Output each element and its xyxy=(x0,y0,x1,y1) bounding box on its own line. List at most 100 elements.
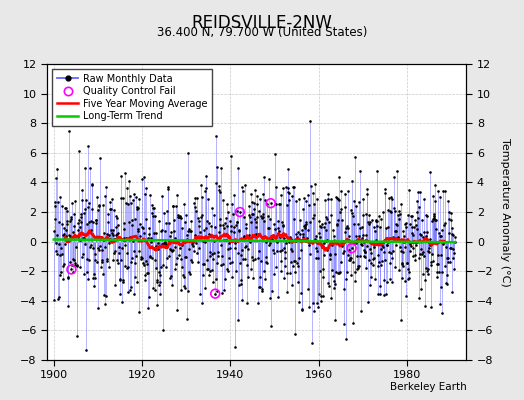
Point xyxy=(111,248,119,254)
Point xyxy=(324,196,333,202)
Point xyxy=(196,182,205,188)
Point xyxy=(121,263,129,270)
Point xyxy=(326,295,335,301)
Point xyxy=(316,234,324,241)
Point xyxy=(380,249,389,256)
Point xyxy=(198,212,206,218)
Point xyxy=(275,201,283,207)
Point xyxy=(183,316,191,322)
Point xyxy=(205,220,213,226)
Point xyxy=(266,295,274,301)
Point xyxy=(199,272,208,278)
Point xyxy=(329,227,337,233)
Point xyxy=(194,234,202,240)
Point xyxy=(189,238,197,245)
Point xyxy=(310,308,319,314)
Point xyxy=(290,184,298,190)
Point xyxy=(99,202,107,209)
Point xyxy=(158,193,167,199)
Point xyxy=(385,248,394,255)
Point xyxy=(169,203,178,209)
Point xyxy=(347,245,356,251)
Point xyxy=(229,211,237,217)
Point xyxy=(269,232,278,238)
Point xyxy=(266,240,275,246)
Point xyxy=(311,181,319,187)
Point xyxy=(183,149,192,156)
Point xyxy=(429,216,437,222)
Point xyxy=(351,268,359,275)
Point xyxy=(55,294,63,300)
Point xyxy=(53,250,61,257)
Point xyxy=(309,214,318,221)
Point xyxy=(427,262,435,268)
Point xyxy=(105,206,114,212)
Point xyxy=(63,218,71,224)
Point xyxy=(397,248,406,254)
Point xyxy=(168,247,176,254)
Point xyxy=(312,245,321,252)
Point xyxy=(140,262,148,268)
Point xyxy=(91,251,99,258)
Point xyxy=(157,264,166,270)
Point xyxy=(66,259,74,266)
Point xyxy=(154,246,162,252)
Point xyxy=(102,292,110,299)
Point xyxy=(308,238,316,244)
Point xyxy=(360,253,368,259)
Point xyxy=(225,218,234,224)
Point xyxy=(449,231,457,238)
Point xyxy=(135,248,144,254)
Point xyxy=(343,268,352,275)
Point xyxy=(272,238,281,244)
Point xyxy=(187,218,195,224)
Point xyxy=(52,248,61,254)
Point xyxy=(308,238,316,244)
Point xyxy=(355,253,364,259)
Point xyxy=(134,204,143,211)
Point xyxy=(134,226,142,232)
Point xyxy=(82,347,90,354)
Point xyxy=(159,262,167,268)
Point xyxy=(193,250,201,256)
Point xyxy=(137,256,145,262)
Point xyxy=(367,250,376,257)
Point xyxy=(247,266,255,272)
Point xyxy=(285,238,293,245)
Point xyxy=(118,195,127,201)
Point xyxy=(222,237,231,243)
Point xyxy=(119,277,127,283)
Point xyxy=(376,224,384,230)
Point xyxy=(428,218,436,224)
Point xyxy=(211,224,219,230)
Point xyxy=(358,224,366,230)
Point xyxy=(268,232,277,239)
Point xyxy=(346,257,354,264)
Point xyxy=(255,284,263,290)
Point xyxy=(314,304,322,310)
Point xyxy=(340,321,348,328)
Point xyxy=(420,252,428,259)
Point xyxy=(300,222,308,229)
Point xyxy=(71,262,80,268)
Point xyxy=(205,249,214,256)
Point xyxy=(103,231,112,237)
Point xyxy=(304,191,312,198)
Point xyxy=(320,252,328,259)
Point xyxy=(162,264,170,270)
Point xyxy=(117,257,125,264)
Point xyxy=(234,316,243,323)
Point xyxy=(238,188,247,194)
Point xyxy=(152,265,160,272)
Point xyxy=(80,270,89,277)
Point xyxy=(129,291,138,297)
Point xyxy=(118,245,126,251)
Point xyxy=(283,202,291,208)
Point xyxy=(102,235,110,242)
Point xyxy=(147,255,156,261)
Point xyxy=(165,220,173,226)
Point xyxy=(402,292,410,299)
Point xyxy=(416,231,424,237)
Point xyxy=(394,234,402,240)
Point xyxy=(228,201,236,208)
